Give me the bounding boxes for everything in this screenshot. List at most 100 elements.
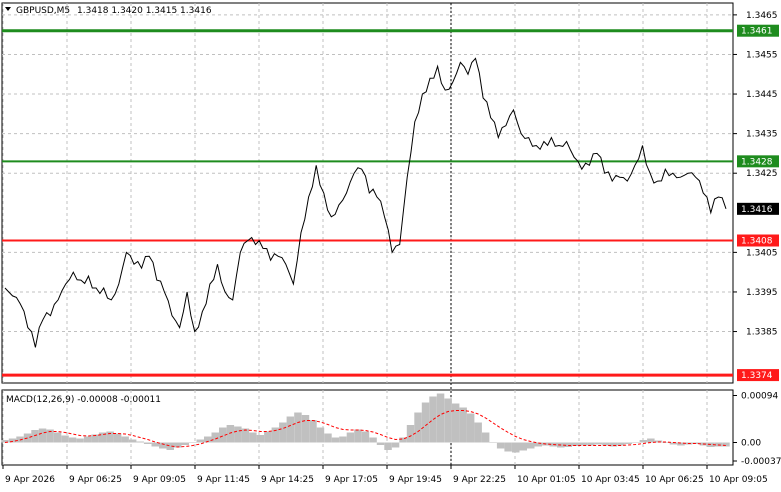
price-tick-label: 1.3405 [746, 248, 778, 258]
macd-histogram-bar [459, 407, 467, 443]
macd-signal-line [4, 410, 727, 448]
current-price-tag [737, 202, 779, 215]
macd-histogram-bar [241, 428, 250, 443]
macd-histogram-bar [301, 415, 310, 443]
macd-histogram-bar [286, 416, 295, 443]
macd-histogram-bar [572, 442, 580, 446]
macd-histogram-bar [466, 413, 475, 443]
horizontal-levels[interactable]: 1.3461 1.3428 1.3408 1.3374 [2, 24, 779, 382]
time-label: 10 Apr 09:05 [709, 475, 768, 485]
macd-histogram-bar [98, 432, 107, 443]
macd-histogram-bar [384, 442, 392, 450]
time-label: 10 Apr 01:05 [517, 475, 576, 485]
macd-histogram-bar [46, 429, 54, 443]
macd-histogram-bar [369, 437, 377, 443]
macd-histogram-bar [421, 402, 430, 443]
macd-histogram-bar [722, 442, 730, 447]
price-line [4, 57, 727, 348]
chart-header: GBPUSD,M5 1.3418 1.3420 1.3415 1.3416 [5, 6, 212, 16]
macd-histogram-bar [31, 430, 39, 443]
macd-histogram-bar [399, 437, 407, 443]
time-label: 9 Apr 17:05 [325, 475, 378, 485]
macd-tick-label: -0.00037 [741, 457, 781, 467]
price-level-tag [737, 24, 779, 37]
price-level-tag-label: 1.3408 [741, 237, 773, 247]
macd-histogram-bar [496, 442, 505, 449]
macd-histogram-bar [639, 440, 648, 443]
macd-histogram-bar [324, 433, 332, 443]
macd-histogram-bar [519, 442, 527, 451]
grid [1, 2, 734, 466]
macd-histogram-bar [174, 442, 182, 448]
macd-histogram-bar [481, 432, 490, 443]
macd-histogram-bar [106, 431, 114, 443]
macd-histogram-bar [143, 442, 152, 444]
axes: 9 Apr 2026 9 Apr 06:25 9 Apr 09:05 9 Apr 11… [2, 11, 781, 485]
macd-histogram-bar [226, 425, 235, 443]
macd-histogram-bar [271, 427, 280, 443]
price-level-tag [737, 234, 779, 247]
macd-histogram-bar [346, 432, 355, 443]
macd-histogram-bar [128, 439, 137, 443]
macd-histogram-bar [249, 432, 257, 443]
macd-histogram-bar [444, 398, 452, 443]
macd-histogram-bar [256, 435, 265, 443]
ohlc-values: 1.3418 1.3420 1.3415 1.3416 [77, 6, 212, 16]
macd-histogram-bar [617, 442, 625, 446]
price-tick-label: 1.3445 [746, 90, 778, 100]
time-label: 9 Apr 2026 [5, 475, 55, 485]
macd-histogram-bar [189, 442, 197, 443]
price-tick-label: 1.3395 [746, 288, 778, 298]
macd-histogram-bar [662, 442, 670, 443]
triangle-down-icon[interactable] [5, 7, 11, 11]
macd-histogram-bar [376, 442, 385, 445]
time-label: 9 Apr 19:45 [389, 475, 442, 485]
macd-histogram-bar [76, 438, 84, 443]
macd-histogram-bar [234, 426, 242, 443]
macd-histogram-bar [8, 438, 17, 443]
time-label: 9 Apr 14:25 [261, 475, 314, 485]
macd-histogram-bar [151, 442, 159, 447]
time-label: 9 Apr 09:05 [133, 475, 186, 485]
macd-histogram-bar [406, 425, 415, 443]
macd-histogram-bar [707, 442, 715, 447]
price-tick-label: 1.3435 [746, 130, 778, 140]
macd-histogram-bar [331, 437, 340, 443]
macd-histogram-bar [53, 432, 62, 443]
macd-histogram-bar [594, 442, 603, 445]
macd-histogram-bar [181, 442, 189, 445]
macd-histogram-bar [159, 442, 167, 449]
price-tick-label: 1.3465 [746, 11, 778, 21]
time-label: 9 Apr 06:25 [69, 475, 122, 485]
main-plot-frame [1, 2, 734, 384]
price-level-tag-label: 1.3461 [741, 27, 773, 37]
macd-histogram-bar [339, 436, 347, 443]
macd-histogram-bar [204, 436, 212, 443]
macd-histogram-bar [211, 432, 219, 443]
macd-histogram-bar [61, 435, 69, 443]
macd-histogram-bar [196, 439, 204, 443]
macd-histogram-bar [534, 442, 542, 447]
macd-histogram-bar [264, 431, 272, 443]
macd-histogram-bar [489, 442, 497, 443]
macd-histogram-bar [391, 442, 400, 448]
macd-tick-label: 0.00 [741, 439, 761, 449]
price-tick-label: 1.3455 [746, 50, 778, 60]
macd-histogram-bar [121, 436, 129, 443]
macd-histogram-bar [527, 442, 535, 449]
price-line-layer [4, 57, 727, 348]
price-level-tag [737, 155, 779, 168]
macd-histogram-bar [451, 403, 460, 443]
macd-histogram-bar [294, 412, 302, 443]
macd-histogram-bar [136, 441, 144, 443]
macd-histogram-bar [279, 422, 287, 443]
macd-histogram-bar [219, 427, 227, 443]
price-level-tag-label: 1.3428 [741, 157, 773, 167]
macd-histogram-bar [504, 442, 512, 452]
macd-histogram-bar [587, 442, 595, 446]
time-label: 10 Apr 06:25 [645, 475, 704, 485]
macd-histogram-bar [414, 412, 422, 443]
macd-histogram-bar [166, 442, 174, 450]
